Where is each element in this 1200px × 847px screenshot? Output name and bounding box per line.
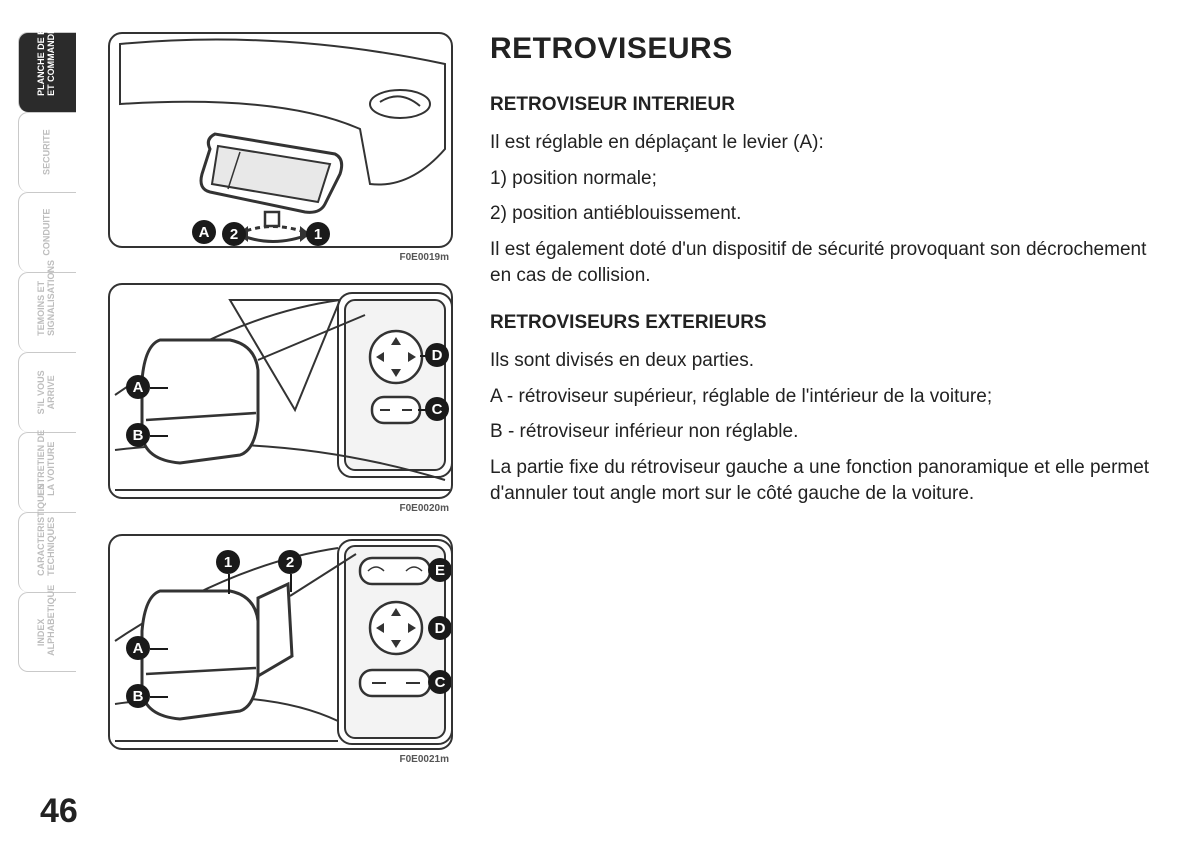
tab-securite[interactable]: SECURITE: [18, 112, 76, 192]
figure-3-caption: F0E0021m: [108, 750, 453, 765]
tab-planche-de-bord[interactable]: PLANCHE DE BORDET COMMANDES: [18, 32, 76, 112]
figure-3-frame: A B C D E 1 2: [108, 534, 453, 750]
section-1-p3: 2) position antiéblouissement.: [490, 201, 1170, 227]
tab-temoins[interactable]: TEMOINS ETSIGNALISATIONS: [18, 272, 76, 352]
section-1-p1: Il est réglable en déplaçant le levier (…: [490, 130, 1170, 156]
section-1-p2: 1) position normale;: [490, 166, 1170, 192]
figure-1: A 2 1 F0E0019m: [108, 32, 453, 263]
tab-caracteristiques[interactable]: CARACTERISTIQUESTECHNIQUES: [18, 512, 76, 592]
callout-C: C: [425, 397, 449, 421]
figure-2-svg: [110, 285, 453, 499]
callout-A: A: [192, 220, 216, 244]
section-2-p2: A - rétroviseur supérieur, réglable de l…: [490, 384, 1170, 410]
section-2-p1: Ils sont divisés en deux parties.: [490, 348, 1170, 374]
content-column: RETROVISEURS RETROVISEUR INTERIEUR Il es…: [490, 32, 1170, 516]
figure-2: A B C D F0E0020m: [108, 283, 453, 514]
callout-A: A: [126, 636, 150, 660]
figures-column: A 2 1 F0E0019m: [108, 32, 453, 765]
section-2-p3: B - rétroviseur inférieur non réglable.: [490, 419, 1170, 445]
figure-2-caption: F0E0020m: [108, 499, 453, 514]
page-title: RETROVISEURS: [490, 32, 1170, 66]
figure-1-svg: [110, 34, 453, 248]
callout-A: A: [126, 375, 150, 399]
figure-1-frame: A 2 1: [108, 32, 453, 248]
callout-2: 2: [222, 222, 246, 246]
section-2-heading: RETROVISEURS EXTERIEURS: [490, 312, 1170, 334]
section-1-heading: RETROVISEUR INTERIEUR: [490, 94, 1170, 116]
figure-1-caption: F0E0019m: [108, 248, 453, 263]
callout-1: 1: [306, 222, 330, 246]
callout-B: B: [126, 423, 150, 447]
callout-D: D: [428, 616, 452, 640]
callout-C: C: [428, 670, 452, 694]
callout-2: 2: [278, 550, 302, 574]
tab-index[interactable]: INDEXALPHABETIQUE: [18, 592, 76, 672]
section-1-p4: Il est également doté d'un dispositif de…: [490, 237, 1170, 288]
section-2-p4: La partie fixe du rétroviseur gauche a u…: [490, 455, 1170, 506]
tab-sil-vous-arrive[interactable]: S'IL VOUSARRIVE: [18, 352, 76, 432]
page-number: 46: [40, 792, 78, 831]
callout-1: 1: [216, 550, 240, 574]
figure-2-frame: A B C D: [108, 283, 453, 499]
callout-B: B: [126, 684, 150, 708]
section-tabs: PLANCHE DE BORDET COMMANDES SECURITE CON…: [18, 32, 76, 672]
callout-E: E: [428, 558, 452, 582]
figure-3: A B C D E 1 2 F0E0021m: [108, 534, 453, 765]
tab-entretien[interactable]: ENTRETIEN DELA VOITURE: [18, 432, 76, 512]
